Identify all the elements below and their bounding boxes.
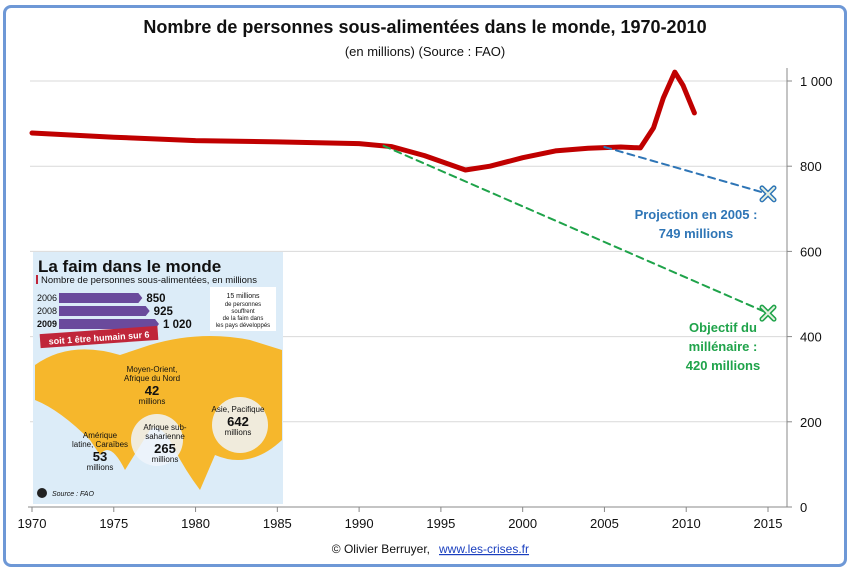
chart-title: Nombre de personnes sous-alimentées dans… bbox=[143, 17, 706, 37]
annotation: 420 millions bbox=[686, 358, 760, 373]
x-tick-label: 2010 bbox=[672, 516, 701, 531]
x-tick-label: 1985 bbox=[263, 516, 292, 531]
bar-value: 925 bbox=[154, 306, 174, 318]
inset-title: La faim dans le monde bbox=[38, 257, 221, 276]
region-value: 42 bbox=[145, 383, 159, 398]
region-unit: millions bbox=[225, 428, 252, 437]
bar-year: 2008 bbox=[37, 306, 57, 316]
y-tick-label: 400 bbox=[800, 330, 822, 345]
bar bbox=[59, 319, 159, 329]
x-tick-label: 1990 bbox=[345, 516, 374, 531]
inset-subtitle: Nombre de personnes sous-alimentées, en … bbox=[41, 275, 257, 286]
info-box-line: de personnes bbox=[225, 302, 261, 308]
afp-logo bbox=[37, 488, 47, 498]
bar-year: 2009 bbox=[37, 319, 57, 329]
region-name: Asie, Pacifique bbox=[212, 405, 265, 414]
bar bbox=[59, 293, 143, 303]
series-line-2 bbox=[382, 144, 769, 315]
region-name: Amérique bbox=[83, 431, 118, 440]
series-line-1 bbox=[603, 146, 769, 195]
region-name: saharienne bbox=[145, 432, 185, 441]
region-bubble bbox=[131, 414, 183, 466]
x-tick-label: 1980 bbox=[181, 516, 210, 531]
bar-year: 2006 bbox=[37, 293, 57, 303]
y-tick-label: 800 bbox=[800, 159, 822, 174]
y-tick-label: 0 bbox=[800, 500, 807, 515]
info-box-line: 15 millions bbox=[226, 293, 260, 300]
credit-link[interactable]: www.les-crises.fr bbox=[438, 542, 529, 556]
chart-subtitle: (en millions) (Source : FAO) bbox=[345, 44, 505, 59]
region-unit: millions bbox=[152, 455, 179, 464]
region-unit: millions bbox=[87, 463, 114, 472]
inset-marker bbox=[36, 275, 38, 284]
world-map bbox=[35, 336, 282, 490]
banner bbox=[39, 325, 159, 349]
region-bubble bbox=[212, 397, 268, 453]
credit: © Olivier Berruyer, bbox=[332, 542, 430, 556]
region-value: 265 bbox=[154, 441, 176, 456]
x-tick-label: 1970 bbox=[18, 516, 47, 531]
region-name: latine, Caraïbes bbox=[72, 440, 128, 449]
x-tick-label: 2000 bbox=[508, 516, 537, 531]
annotation: 749 millions bbox=[659, 226, 733, 241]
inset-source: Source : FAO bbox=[52, 491, 94, 498]
x-tick-label: 2015 bbox=[754, 516, 783, 531]
x-tick-label: 2005 bbox=[590, 516, 619, 531]
info-box bbox=[210, 287, 276, 331]
region-unit: millions bbox=[139, 397, 166, 406]
series-line-0 bbox=[29, 69, 697, 173]
y-tick-label: 600 bbox=[800, 244, 822, 259]
x-tick-label: 1995 bbox=[426, 516, 455, 531]
region-value: 642 bbox=[227, 414, 249, 429]
region-name: Afrique sub- bbox=[143, 423, 186, 432]
info-box-line: les pays développés bbox=[216, 323, 270, 329]
annotation: millénaire : bbox=[689, 339, 758, 354]
region-name: Moyen-Orient, bbox=[127, 365, 178, 374]
annotation: Objectif du bbox=[689, 320, 757, 335]
region-value: 53 bbox=[93, 449, 107, 464]
bar bbox=[59, 306, 150, 316]
y-tick-label: 200 bbox=[800, 415, 822, 430]
info-box-line: de la faim dans bbox=[223, 316, 264, 322]
region-name: Afrique du Nord bbox=[124, 374, 180, 383]
bar-value: 850 bbox=[146, 293, 165, 305]
endpoint-marker-inner bbox=[761, 306, 775, 321]
x-tick-label: 1975 bbox=[99, 516, 128, 531]
endpoint-marker-inner bbox=[761, 186, 775, 201]
info-box-line: souffrent bbox=[231, 309, 255, 315]
annotation: Projection en 2005 : bbox=[635, 207, 758, 222]
bar-value: 1 020 bbox=[163, 319, 192, 331]
y-tick-label: 1 000 bbox=[800, 74, 833, 89]
